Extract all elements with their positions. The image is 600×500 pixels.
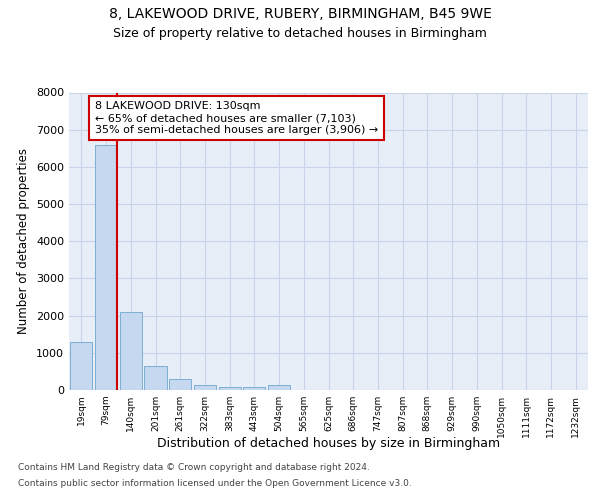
Bar	[169, 379, 191, 390]
Bar	[70, 342, 92, 390]
Y-axis label: Number of detached properties: Number of detached properties	[17, 148, 31, 334]
Text: Contains HM Land Registry data © Crown copyright and database right 2024.: Contains HM Land Registry data © Crown c…	[18, 464, 370, 472]
Text: 8, LAKEWOOD DRIVE, RUBERY, BIRMINGHAM, B45 9WE: 8, LAKEWOOD DRIVE, RUBERY, BIRMINGHAM, B…	[109, 8, 491, 22]
Text: Size of property relative to detached houses in Birmingham: Size of property relative to detached ho…	[113, 28, 487, 40]
Bar	[268, 385, 290, 390]
Bar	[218, 386, 241, 390]
Bar	[145, 366, 167, 390]
Bar	[243, 387, 265, 390]
Text: Contains public sector information licensed under the Open Government Licence v3: Contains public sector information licen…	[18, 478, 412, 488]
Bar	[194, 385, 216, 390]
Bar	[119, 312, 142, 390]
Text: 8 LAKEWOOD DRIVE: 130sqm
← 65% of detached houses are smaller (7,103)
35% of sem: 8 LAKEWOOD DRIVE: 130sqm ← 65% of detach…	[95, 102, 378, 134]
Text: Distribution of detached houses by size in Birmingham: Distribution of detached houses by size …	[157, 438, 500, 450]
Bar	[95, 144, 117, 390]
